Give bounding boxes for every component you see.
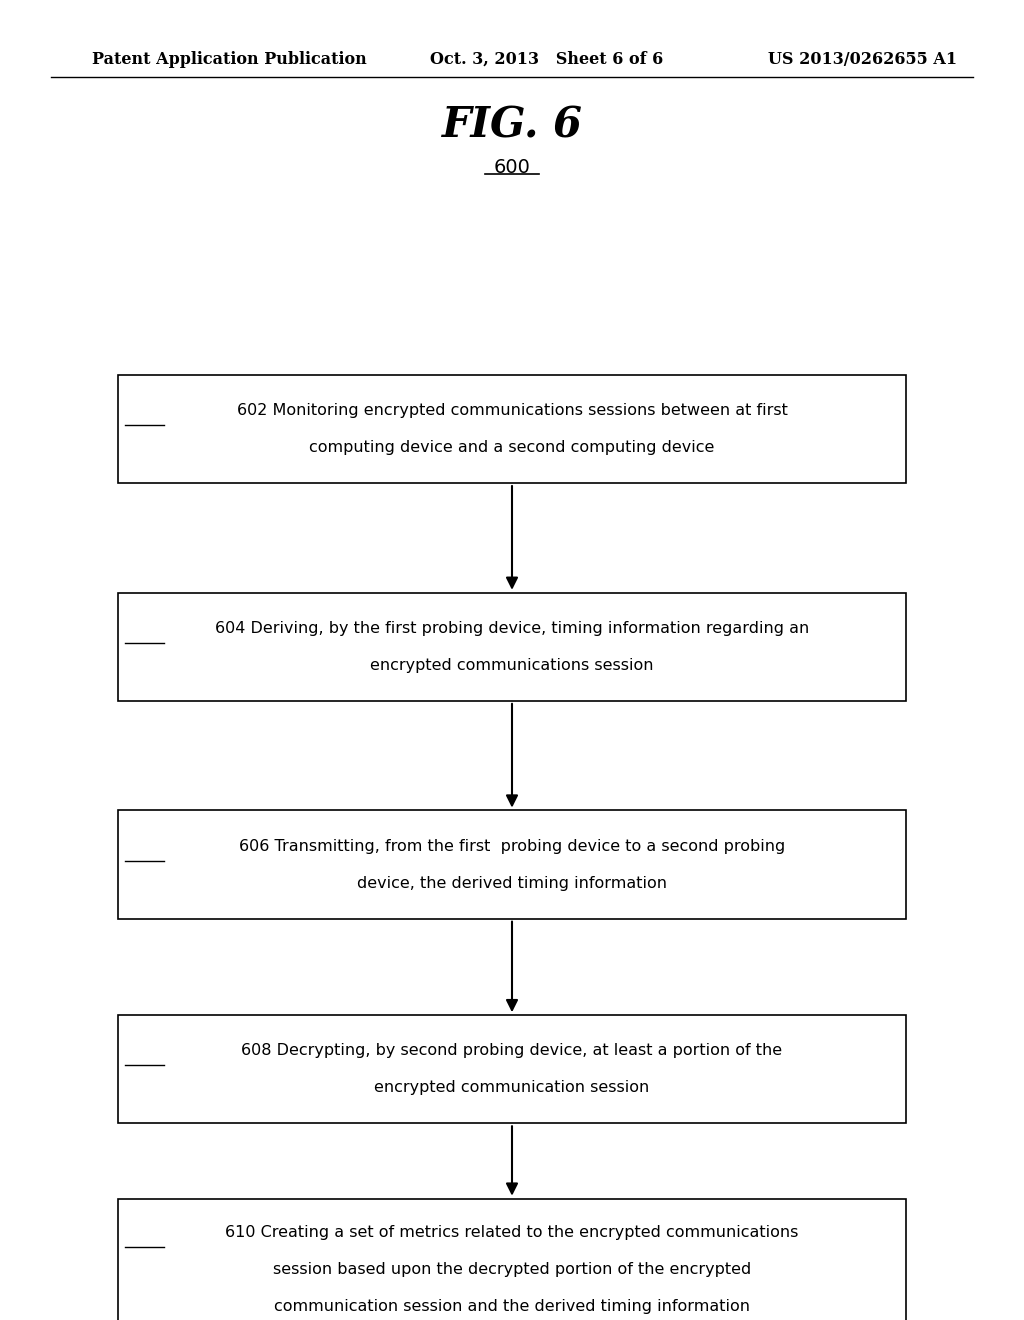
Text: 602 Monitoring encrypted communications sessions between at first: 602 Monitoring encrypted communications … (237, 403, 787, 418)
Text: Patent Application Publication: Patent Application Publication (92, 51, 367, 67)
Text: encrypted communication session: encrypted communication session (375, 1080, 649, 1096)
Text: device, the derived timing information: device, the derived timing information (357, 875, 667, 891)
Text: 610 Creating a set of metrics related to the encrypted communications: 610 Creating a set of metrics related to… (225, 1225, 799, 1241)
Text: 606 Transmitting, from the first  probing device to a second probing: 606 Transmitting, from the first probing… (239, 838, 785, 854)
FancyBboxPatch shape (118, 375, 906, 483)
FancyBboxPatch shape (118, 593, 906, 701)
FancyBboxPatch shape (118, 810, 906, 919)
FancyBboxPatch shape (118, 1199, 906, 1320)
Text: Oct. 3, 2013   Sheet 6 of 6: Oct. 3, 2013 Sheet 6 of 6 (430, 51, 664, 67)
FancyBboxPatch shape (118, 1015, 906, 1123)
Text: communication session and the derived timing information: communication session and the derived ti… (274, 1299, 750, 1315)
Text: 604 Deriving, by the first probing device, timing information regarding an: 604 Deriving, by the first probing devic… (215, 620, 809, 636)
Text: 600: 600 (494, 158, 530, 177)
Text: 608 Decrypting, by second probing device, at least a portion of the: 608 Decrypting, by second probing device… (242, 1043, 782, 1059)
Text: encrypted communications session: encrypted communications session (371, 657, 653, 673)
Text: FIG. 6: FIG. 6 (441, 104, 583, 147)
Text: computing device and a second computing device: computing device and a second computing … (309, 440, 715, 455)
Text: session based upon the decrypted portion of the encrypted: session based upon the decrypted portion… (272, 1262, 752, 1278)
Text: US 2013/0262655 A1: US 2013/0262655 A1 (768, 51, 957, 67)
